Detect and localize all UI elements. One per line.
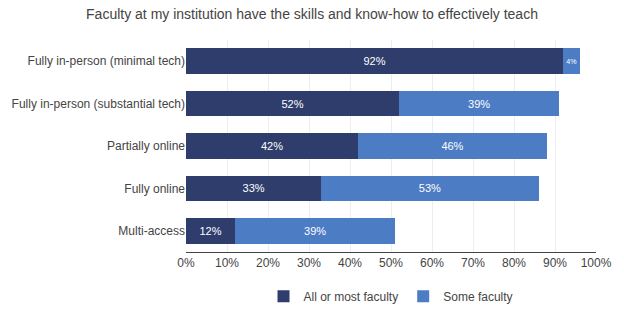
svg-text:Fully online: Fully online [124, 182, 185, 196]
svg-text:39%: 39% [304, 225, 326, 237]
svg-text:4%: 4% [566, 58, 577, 66]
svg-text:50%: 50% [379, 256, 403, 270]
svg-text:Fully in-person (substantial t: Fully in-person (substantial tech) [12, 97, 185, 111]
svg-text:90%: 90% [543, 256, 567, 270]
svg-text:53%: 53% [419, 182, 441, 194]
svg-text:40%: 40% [338, 256, 362, 270]
svg-text:100%: 100% [581, 256, 612, 270]
svg-text:46%: 46% [441, 140, 463, 152]
svg-text:60%: 60% [420, 256, 444, 270]
svg-text:Multi-access: Multi-access [118, 224, 185, 238]
svg-text:12%: 12% [199, 225, 221, 237]
svg-text:0%: 0% [177, 256, 195, 270]
svg-text:Faculty at my institution have: Faculty at my institution have the skill… [86, 6, 538, 22]
svg-text:39%: 39% [468, 98, 490, 110]
svg-text:10%: 10% [215, 256, 239, 270]
svg-text:Some faculty: Some faculty [443, 290, 512, 304]
svg-text:All or most faculty: All or most faculty [304, 290, 399, 304]
svg-text:70%: 70% [461, 256, 485, 270]
svg-text:92%: 92% [363, 55, 385, 67]
svg-text:30%: 30% [297, 256, 321, 270]
svg-text:52%: 52% [281, 98, 303, 110]
svg-text:Fully in-person (minimal tech): Fully in-person (minimal tech) [28, 54, 185, 68]
svg-text:Partially online: Partially online [107, 139, 185, 153]
svg-text:20%: 20% [256, 256, 280, 270]
svg-text:42%: 42% [261, 140, 283, 152]
svg-text:80%: 80% [502, 256, 526, 270]
svg-text:33%: 33% [243, 182, 265, 194]
